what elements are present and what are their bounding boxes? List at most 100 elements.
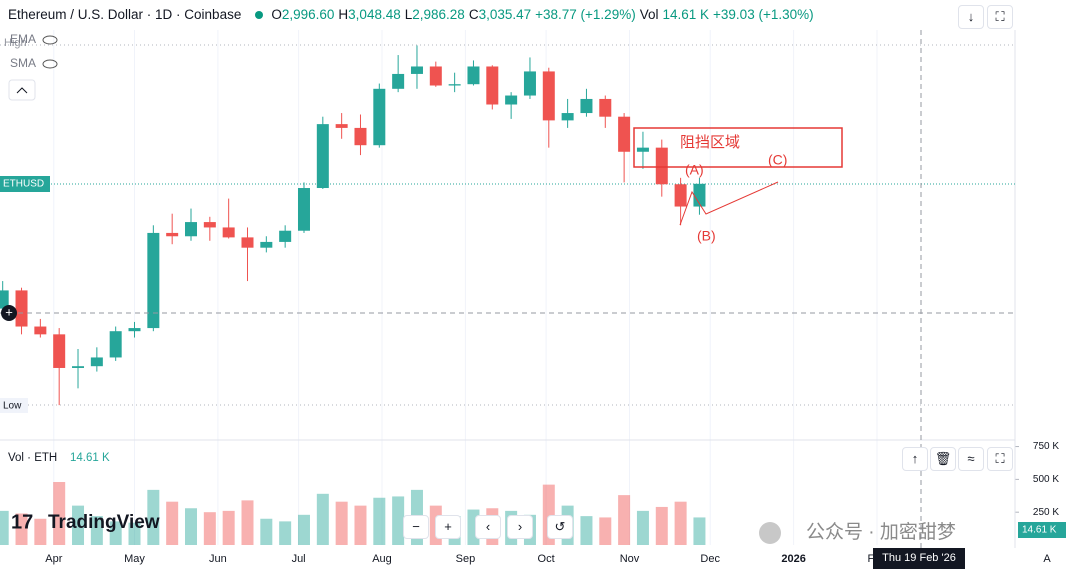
candle-body: [505, 95, 518, 105]
y-tick-label: 250 K: [1033, 507, 1059, 518]
move-up-button[interactable]: ↑: [902, 447, 928, 471]
x-tick-label: Sep: [456, 553, 476, 565]
volume-bar: [34, 518, 47, 545]
zoom-in-button[interactable]: +: [435, 515, 461, 539]
x-tick-label: Oct: [538, 553, 555, 565]
eye-icon[interactable]: [42, 35, 58, 45]
y-tick-label: 750 K: [1033, 441, 1059, 452]
volume-bar: [260, 518, 273, 545]
candle-body: [674, 184, 687, 207]
collapse-pane-button[interactable]: ≈: [958, 447, 984, 471]
delete-button[interactable]: 🗑: [930, 447, 956, 471]
candle-body: [486, 66, 499, 105]
volume-bar: [354, 505, 367, 545]
volume-bar: [185, 508, 198, 545]
volume-bar: [618, 495, 631, 545]
x-tick-label: Aug: [372, 553, 392, 565]
low-tag-bg: [0, 398, 28, 413]
collapse-button[interactable]: [8, 79, 36, 101]
ohlc-l: L2,986.28: [405, 7, 465, 22]
volume-bar: [297, 514, 310, 545]
high-label: High: [4, 37, 27, 49]
y-tick-label: 500 K: [1033, 474, 1059, 485]
candle-body: [354, 127, 367, 146]
ohlc-value: 3,048.48: [348, 7, 401, 22]
volume-bar: [203, 512, 216, 545]
fullscreen-button[interactable]: ⛶: [987, 5, 1013, 29]
x-tick-label: Nov: [620, 553, 640, 565]
candle-body: [599, 98, 612, 117]
volume-value: 14.61 K: [70, 452, 110, 464]
symbol-title[interactable]: Ethereum / U.S. Dollar · 1D · Coinbase: [8, 7, 242, 22]
candle-body: [655, 147, 668, 185]
scroll-left-button[interactable]: ‹: [475, 515, 501, 539]
candle-body: [636, 147, 649, 152]
candle-body: [72, 366, 85, 368]
low-label: Low: [3, 401, 22, 412]
candle-body: [429, 66, 442, 86]
x-tick-label: Apr: [45, 553, 62, 565]
crosshair-time-bg: [873, 548, 965, 569]
ohlc-label: L: [404, 7, 413, 22]
candle-body: [53, 334, 66, 368]
download-button[interactable]: ↓: [958, 5, 984, 29]
volume-bar: [166, 501, 179, 545]
volume-bar: [373, 497, 386, 545]
candle-body: [410, 66, 423, 74]
vol-value: 14.61 K: [662, 7, 710, 22]
volume-bar: [109, 521, 122, 545]
wave-c: (C): [768, 152, 787, 168]
maximize-pane-button[interactable]: ⛶: [987, 447, 1013, 471]
volume-bar: [655, 506, 668, 545]
eye-icon[interactable]: [42, 59, 58, 69]
collapse-icon[interactable]: [16, 87, 28, 94]
candle-body: [147, 232, 160, 329]
symbol-tag: ETHUSD: [3, 179, 44, 190]
volume-bar: [693, 517, 706, 545]
header: Ethereum / U.S. Dollar · 1D · Coinbase O…: [8, 7, 814, 22]
candle-body: [90, 357, 103, 367]
candle-body: [580, 98, 593, 114]
add-button[interactable]: [1, 305, 17, 321]
ohlc-label: O: [271, 7, 282, 22]
resistance-zone: [633, 127, 843, 168]
scale-mode[interactable]: A: [1043, 553, 1051, 565]
volume-bar: [53, 482, 66, 545]
zone-label: 阻挡区域: [680, 134, 740, 151]
ohlc-value: 2,996.60: [281, 7, 335, 22]
candle-body: [693, 183, 706, 207]
candle-body: [279, 230, 292, 242]
volume-bar: [147, 489, 160, 545]
x-tick-label: Dec: [700, 553, 720, 565]
candle-body: [260, 241, 273, 248]
volume-bar: [674, 501, 687, 545]
ohlc-value: 2,986.28: [412, 7, 465, 22]
add-icon[interactable]: +: [5, 304, 13, 319]
logo: 17: [11, 511, 33, 533]
volume-bar: [636, 510, 649, 545]
watermark: TradingView: [48, 512, 160, 533]
volume-bar: [392, 496, 405, 545]
scroll-right-button[interactable]: ›: [507, 515, 533, 539]
wave-line: [679, 181, 779, 226]
volume-bar: [222, 510, 235, 545]
candle-body: [542, 71, 555, 121]
indicator-label: SMA: [10, 56, 36, 70]
reset-button[interactable]: ↺: [547, 515, 573, 539]
volume-bar: [279, 521, 292, 545]
x-tick-label: Jun: [209, 553, 227, 565]
candle-body: [523, 71, 536, 96]
candle-body: [185, 222, 198, 237]
volume-bar: [599, 517, 612, 545]
candle-body: [128, 328, 141, 332]
candle-body: [34, 326, 47, 335]
ohlc-label: H: [338, 7, 349, 22]
zoom-out-button[interactable]: −: [403, 515, 429, 539]
volume-bar: [241, 500, 254, 545]
volume-bar: [72, 505, 85, 545]
candle-body: [222, 227, 235, 238]
candle-body: [561, 113, 574, 121]
wave-b: (B): [697, 228, 716, 244]
